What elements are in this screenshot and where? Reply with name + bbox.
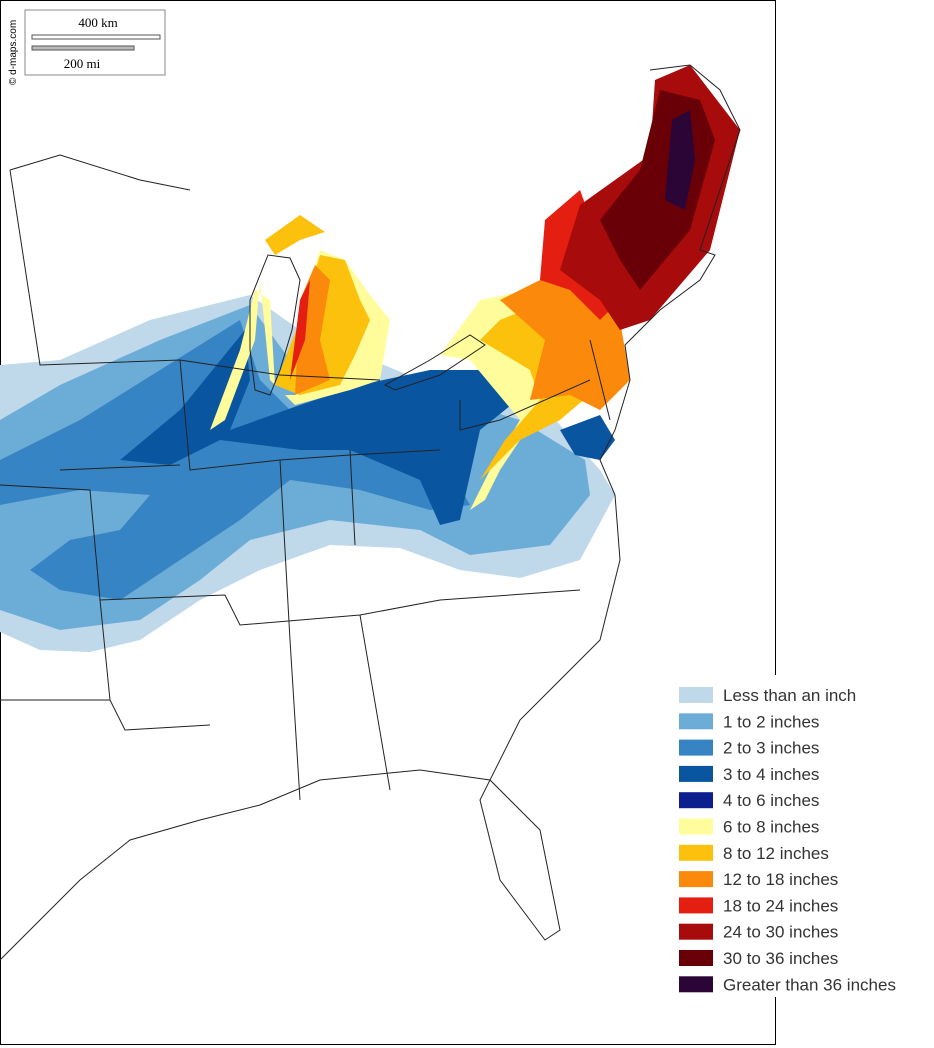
legend-label: 2 to 3 inches	[723, 739, 819, 758]
scale-box	[24, 9, 166, 76]
legend-swatch	[679, 950, 713, 966]
legend-swatch	[679, 976, 713, 993]
legend-swatch	[679, 713, 713, 730]
legend-swatch	[679, 923, 713, 940]
legend-label: Less than an inch	[723, 686, 856, 705]
legend-swatch	[679, 792, 713, 809]
legend-label: 12 to 18 inches	[723, 870, 838, 889]
scale-mi-bar	[31, 45, 135, 51]
band	[290, 280, 310, 380]
snow-bands	[0, 65, 740, 652]
legend-swatch	[679, 765, 713, 782]
scale-km: 400 km	[78, 15, 117, 30]
scale-bar: 400 km 200 mi	[24, 9, 166, 76]
state-lines	[0, 154, 611, 801]
coastline	[0, 64, 741, 961]
legend-swatch	[679, 687, 713, 703]
legend-swatch	[679, 739, 713, 756]
credit: © d-maps.com	[8, 20, 19, 85]
legend-box	[670, 675, 934, 997]
band	[0, 320, 470, 600]
band	[560, 415, 615, 460]
legend-label: 24 to 30 inches	[723, 923, 838, 942]
legend-label: Greater than 36 inches	[723, 975, 896, 994]
legend-label: 30 to 36 inches	[723, 949, 838, 968]
legend-label: 1 to 2 inches	[723, 712, 819, 731]
lake-erie	[383, 334, 486, 391]
legend-label: 18 to 24 inches	[723, 896, 838, 915]
legend-label: 3 to 4 inches	[723, 765, 819, 784]
legend: Less than an inch 1 to 2 inches 2 to 3 inc…	[670, 675, 934, 997]
scale-mi: 200 mi	[64, 56, 101, 71]
legend-label: 8 to 12 inches	[723, 844, 829, 863]
scale-km-bar	[31, 34, 161, 40]
legend-swatch	[679, 844, 713, 861]
boundaries	[0, 64, 741, 961]
legend-swatch	[679, 818, 713, 835]
legend-label: 4 to 6 inches	[723, 791, 819, 810]
lake-michigan	[249, 254, 301, 396]
legend-swatch	[679, 871, 713, 888]
band	[665, 110, 695, 210]
legend-swatch	[679, 897, 713, 914]
legend-label: 6 to 8 inches	[723, 818, 819, 837]
band	[265, 215, 325, 255]
